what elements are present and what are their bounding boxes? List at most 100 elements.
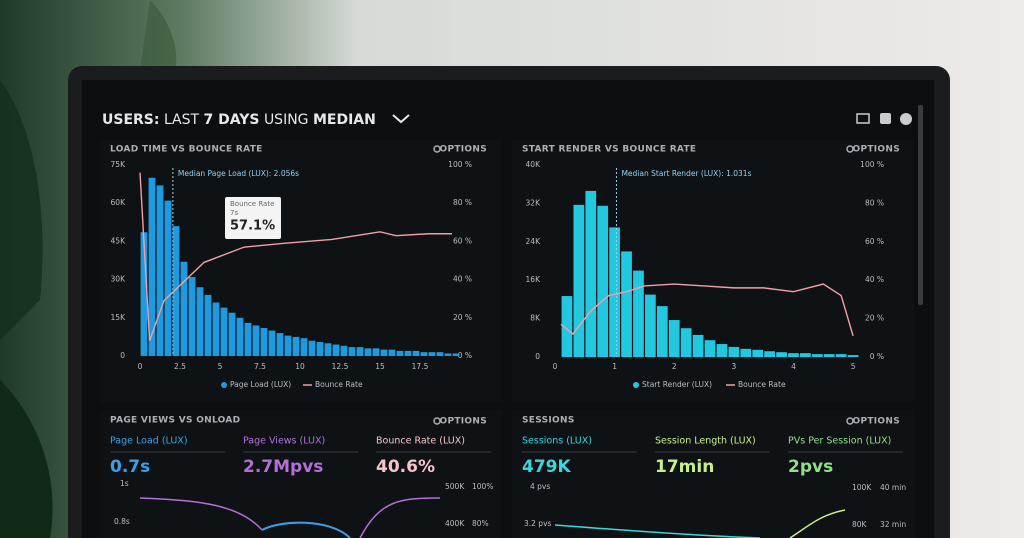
dropdown-chevron[interactable] [392, 114, 410, 124]
tooltip-x: 7s [230, 209, 238, 217]
x-tick-label: 12.5 [332, 362, 349, 371]
chart-title: START RENDER VS BOUNCE RATE [522, 145, 696, 155]
bar [752, 349, 764, 357]
bar [436, 352, 444, 356]
bar [228, 312, 236, 356]
bar [268, 330, 276, 356]
bar [260, 327, 268, 356]
trend-line [789, 509, 846, 538]
y2-tick-label: 40 % [453, 275, 472, 284]
options-icon [846, 145, 854, 153]
x-tick-label: 2 [672, 362, 677, 371]
bar [180, 261, 188, 356]
metric-value: 479K [522, 457, 571, 477]
metric-value: 17min [655, 457, 714, 477]
bar [172, 226, 180, 356]
leaf [0, 80, 43, 340]
x-tick-label: 3 [731, 362, 736, 371]
bar [356, 347, 364, 356]
legend-swatch [221, 382, 227, 388]
y2-tick-label: 60 % [453, 236, 472, 245]
chart-title: LOAD TIME VS BOUNCE RATE [110, 145, 263, 155]
title-part: MEDIAN [313, 112, 376, 128]
legend-swatch [633, 382, 639, 388]
metric-label: PVs Per Session (LUX) [788, 436, 891, 447]
bar [332, 344, 340, 356]
axis-label: 100K [852, 483, 872, 492]
bounce-line [139, 172, 452, 341]
bar [811, 354, 823, 357]
title-part: USERS: [102, 112, 159, 128]
panel-title: PAGE VIEWS VS ONLOAD [110, 416, 240, 426]
y-tick-label: 15K [111, 313, 127, 322]
bar [204, 294, 212, 356]
axis-label: 500K [445, 482, 465, 491]
bar [633, 270, 644, 357]
panel [512, 410, 914, 538]
y-tick-label: 16K [526, 275, 542, 284]
metric-value: 2pvs [788, 457, 833, 477]
options-button[interactable]: OPTIONS [440, 145, 488, 155]
axis-label: 80% [472, 519, 489, 528]
bar [276, 333, 284, 356]
x-tick-label: 2.5 [174, 362, 186, 371]
metric-label: Bounce Rate (LUX) [376, 436, 465, 447]
bar [668, 320, 680, 357]
legend-label: Bounce Rate [738, 380, 786, 389]
share-icon[interactable] [880, 113, 891, 124]
x-tick-label: 7.5 [254, 362, 266, 371]
x-tick-label: 1 [612, 362, 617, 371]
bar [452, 353, 460, 356]
axis-label: 80K [852, 520, 868, 529]
bar [800, 353, 811, 357]
options-button[interactable]: OPTIONS [853, 145, 901, 155]
bar [728, 346, 740, 357]
bar [847, 355, 859, 357]
bar [680, 328, 692, 357]
axis-label: 400K [445, 519, 465, 528]
options-button[interactable]: OPTIONS [853, 417, 901, 427]
axis-label: 40 min [880, 483, 906, 492]
options-icon [433, 417, 441, 425]
y-tick-label: 32K [526, 198, 542, 207]
y2-tick-label: 20 % [453, 313, 472, 322]
tooltip [225, 197, 281, 239]
monitor-icon[interactable] [856, 113, 870, 124]
bar [404, 350, 412, 356]
metric-value: 40.6% [376, 457, 435, 477]
scrollbar [918, 105, 923, 305]
bar [188, 277, 196, 356]
help-icon[interactable] [900, 113, 912, 125]
median-label: Median Page Load (LUX): 2.056s [178, 169, 299, 178]
metric-value: 0.7s [110, 457, 150, 477]
y2-tick-label: 80 % [453, 198, 472, 207]
bar [244, 322, 252, 356]
x-tick-label: 17.5 [412, 362, 429, 371]
bar [348, 347, 356, 356]
bar [164, 200, 172, 356]
bar [316, 341, 324, 356]
y2-tick-label: 0 % [458, 351, 472, 360]
bounce-line [560, 283, 854, 337]
bar [645, 294, 656, 357]
x-tick-label: 5 [851, 362, 856, 371]
bar [324, 343, 332, 356]
tooltip-value: 57.1% [230, 219, 275, 234]
leaf [0, 380, 53, 538]
y2-tick-label: 40 % [865, 275, 884, 284]
y2-tick-label: 80 % [865, 198, 884, 207]
bar [776, 352, 787, 357]
legend-label: Bounce Rate [315, 380, 363, 389]
x-tick-label: 0 [138, 362, 143, 371]
y-tick-label: 45K [111, 236, 127, 245]
bar [428, 352, 436, 356]
bar [156, 185, 164, 356]
options-button[interactable]: OPTIONS [440, 417, 488, 427]
bar [380, 349, 388, 356]
bar [704, 340, 716, 357]
y2-tick-label: 0 % [870, 352, 884, 361]
bar [597, 205, 609, 357]
bar [740, 348, 752, 357]
bar [284, 335, 292, 356]
